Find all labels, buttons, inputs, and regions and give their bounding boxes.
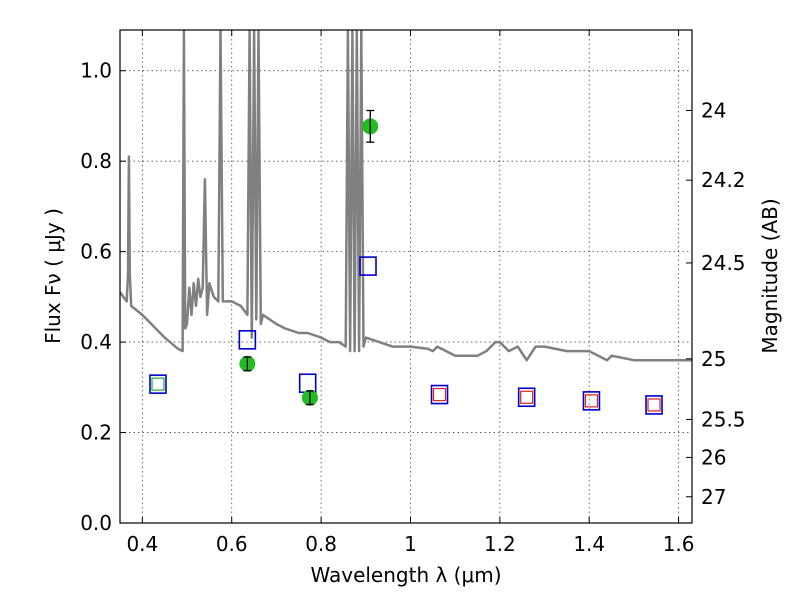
- model-photometry-point: [298, 373, 317, 394]
- markers: [149, 109, 663, 415]
- red-square-point: [584, 394, 599, 408]
- y-tick-label: 0.4: [80, 330, 112, 354]
- model-photometry-point: [645, 395, 663, 415]
- model-photometry-point: [359, 256, 377, 276]
- x-tick-label: 1.4: [573, 532, 605, 556]
- x-tick-label: 1: [404, 532, 417, 556]
- model-photometry-point: [430, 384, 449, 405]
- model-spectrum-line: [120, 30, 692, 362]
- right-tick-label: 25: [701, 347, 726, 371]
- green-square-point: [151, 377, 165, 391]
- x-tick-label: 0.6: [216, 532, 248, 556]
- right-tick-label: 27: [701, 485, 726, 509]
- y-tick-label: 1.0: [80, 59, 112, 83]
- model-photometry-point: [238, 330, 257, 350]
- red-square-point: [520, 390, 534, 404]
- right-tick-label: 25.5: [701, 407, 746, 431]
- model-photometry-point: [149, 374, 167, 394]
- x-axis-label: Wavelength λ (μm): [310, 563, 501, 587]
- right-axis-label: Magnitude (AB): [758, 198, 782, 353]
- red-square-point: [432, 387, 447, 402]
- plot-frame: [119, 29, 693, 524]
- y-tick-label: 0.0: [80, 511, 112, 535]
- right-tick-label: 24: [701, 99, 726, 123]
- right-tick-label: 26: [701, 445, 726, 469]
- x-tick-label: 0.4: [126, 532, 158, 556]
- plot-area: [120, 30, 692, 362]
- right-tick-label: 24.5: [701, 251, 746, 275]
- grid: [120, 30, 692, 524]
- y-tick-label: 0.8: [80, 149, 112, 173]
- y-axis-label: Flux Fν ( μJy ): [41, 208, 65, 344]
- red-square-point: [647, 398, 661, 412]
- model-photometry-point: [517, 387, 536, 408]
- y-tick-label: 0.2: [80, 421, 112, 445]
- model-photometry-point: [582, 391, 601, 411]
- x-tick-label: 1.6: [663, 532, 695, 556]
- right-tick-label: 24.2: [701, 168, 746, 192]
- x-tick-label: 1.2: [484, 532, 516, 556]
- axes: 0.4 0.6 0.8 1 1.2 1.4 1.6 0.0 0.2 0.4 0.6 0.8 1.0 24 2…: [80, 30, 746, 556]
- x-tick-label: 0.8: [305, 532, 337, 556]
- y-tick-label: 0.6: [80, 240, 112, 264]
